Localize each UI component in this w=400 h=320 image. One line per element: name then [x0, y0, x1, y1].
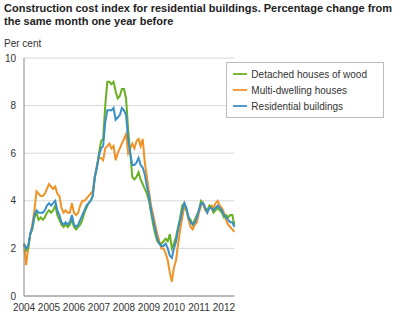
svg-text:2010: 2010 [163, 302, 186, 313]
svg-text:2004: 2004 [13, 302, 36, 313]
svg-text:2: 2 [10, 243, 16, 254]
html-text:Multi-dwelling houses: Multi-dwelling houses [251, 85, 347, 96]
svg-text:2008: 2008 [113, 302, 136, 313]
svg-text:2012: 2012 [213, 302, 236, 313]
svg-text:2009: 2009 [138, 302, 161, 313]
svg-text:2007: 2007 [88, 302, 111, 313]
svg-text:0: 0 [10, 291, 16, 302]
html-text:Per cent: Per cent [4, 38, 42, 49]
html-text:Detached houses of wood: Detached houses of wood [251, 69, 367, 80]
svg-text:8: 8 [10, 100, 16, 111]
svg-text:2011: 2011 [188, 302, 210, 313]
svg-text:4: 4 [10, 195, 16, 206]
html-text:Construction cost index for re: Construction cost index for residential … [4, 2, 393, 27]
svg-text:2005: 2005 [38, 302, 61, 313]
html-text:Residential buildings: Residential buildings [251, 101, 344, 112]
svg-text:2006: 2006 [63, 302, 86, 313]
svg-text:6: 6 [10, 148, 16, 159]
svg-text:10: 10 [8, 53, 16, 64]
